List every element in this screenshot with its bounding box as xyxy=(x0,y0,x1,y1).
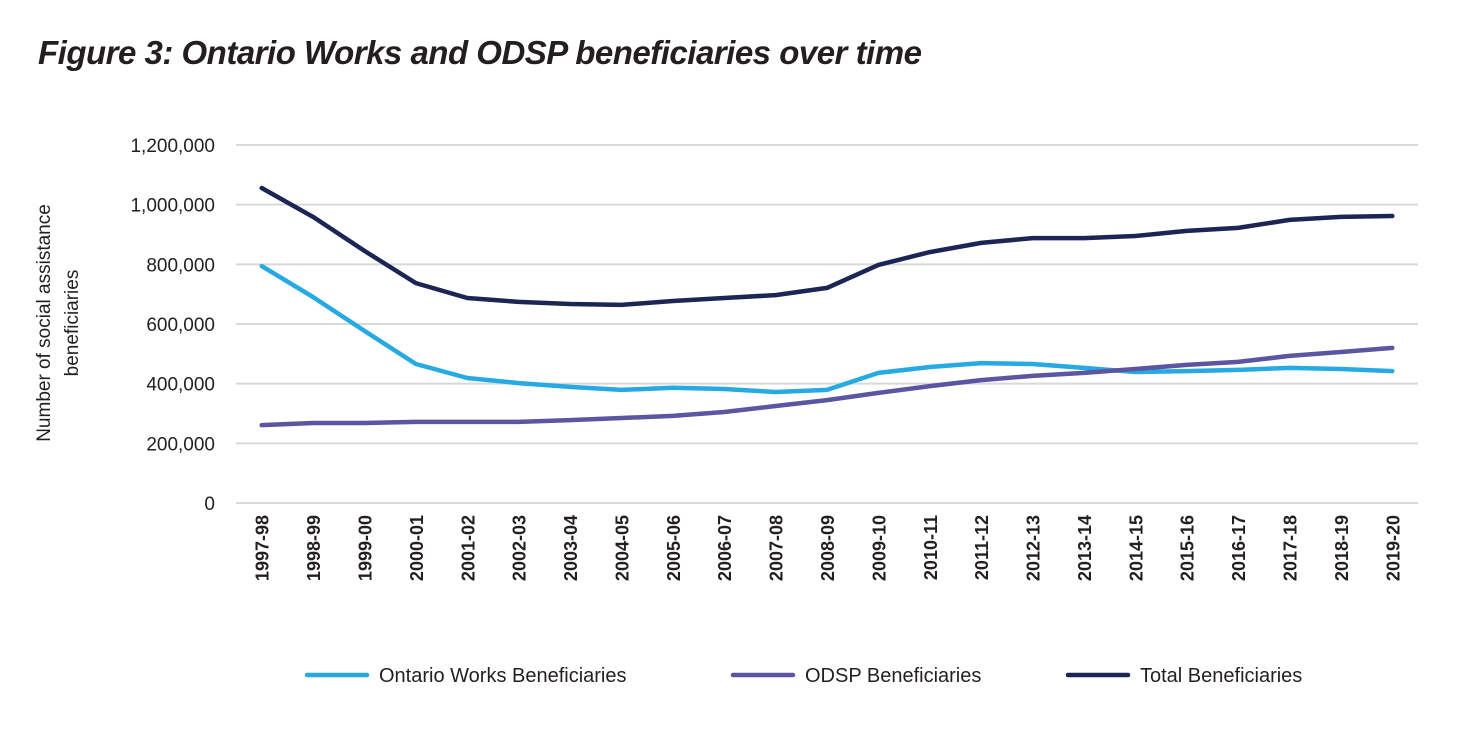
x-tick-label: 2010-11 xyxy=(921,515,941,580)
y-axis-label-line-2: beneficiaries xyxy=(62,270,83,377)
x-tick-label: 2007-08 xyxy=(767,515,787,581)
series-line-odsp-beneficiaries xyxy=(259,345,1395,428)
y-tick-label: 1,000,000 xyxy=(130,196,215,217)
legend-item: ODSP Beneficiaries xyxy=(730,665,981,687)
y-axis-label: Number of social assistance xyxy=(34,204,55,442)
y-axis-label-line-1: Number of social assistance xyxy=(34,204,55,442)
series-line-total-beneficiaries xyxy=(259,185,1395,308)
x-tick-label: 2001-02 xyxy=(458,515,478,581)
x-tick-label: 2000-01 xyxy=(407,515,427,581)
legend-label: ODSP Beneficiaries xyxy=(805,665,981,687)
x-tick-label: 2011-12 xyxy=(972,515,992,580)
x-tick-label: 2018-19 xyxy=(1332,515,1352,581)
x-tick-label: 1997-98 xyxy=(253,515,273,581)
x-tick-label: 2005-06 xyxy=(664,515,684,581)
series-line-ontario-works-beneficiaries xyxy=(259,263,1395,395)
x-tick-label: 2002-03 xyxy=(510,515,530,581)
y-tick-label: 600,000 xyxy=(146,315,215,336)
y-axis-ticks: 0 200,000 400,000 600,000 800,000 1,000,000 1,… xyxy=(130,136,215,515)
x-tick-label: 2016-17 xyxy=(1229,515,1249,581)
chart-title: Figure 3: Ontario Works and ODSP benefic… xyxy=(38,34,922,71)
legend-item: Ontario Works Beneficiaries xyxy=(304,665,627,687)
y-tick-label: 0 xyxy=(204,494,215,515)
legend-item: Total Beneficiaries xyxy=(1065,665,1302,687)
y-tick-label: 1,200,000 xyxy=(130,136,215,157)
x-tick-label: 2006-07 xyxy=(715,515,735,581)
x-tick-label: 2013-14 xyxy=(1075,515,1095,581)
y-axis-label-2: beneficiaries xyxy=(62,270,83,377)
x-tick-label: 2012-13 xyxy=(1024,515,1044,581)
x-tick-label: 2014-15 xyxy=(1126,515,1146,581)
legend-label: Total Beneficiaries xyxy=(1140,665,1302,687)
x-tick-label: 2017-18 xyxy=(1281,515,1301,581)
x-tick-label: 2019-20 xyxy=(1383,515,1403,581)
legend-label: Ontario Works Beneficiaries xyxy=(379,665,627,687)
x-tick-label: 2003-04 xyxy=(561,515,581,581)
x-tick-label: 1999-00 xyxy=(355,515,375,581)
x-tick-label: 2009-10 xyxy=(869,515,889,581)
y-tick-label: 200,000 xyxy=(146,434,215,455)
y-tick-label: 400,000 xyxy=(146,375,215,396)
y-tick-label: 800,000 xyxy=(146,255,215,276)
x-axis-ticks: 1997-98 1998-99 1999-00 2000-01 2001-02 2002-… xyxy=(253,515,1404,581)
gridlines xyxy=(236,144,1418,504)
x-tick-label: 2008-09 xyxy=(818,515,838,581)
series-lines xyxy=(259,185,1395,428)
x-tick-label: 2004-05 xyxy=(612,515,632,581)
x-tick-label: 2015-16 xyxy=(1178,515,1198,581)
legend: Ontario Works Beneficiaries ODSP Benefici… xyxy=(304,665,1302,687)
x-tick-label: 1998-99 xyxy=(304,515,324,581)
